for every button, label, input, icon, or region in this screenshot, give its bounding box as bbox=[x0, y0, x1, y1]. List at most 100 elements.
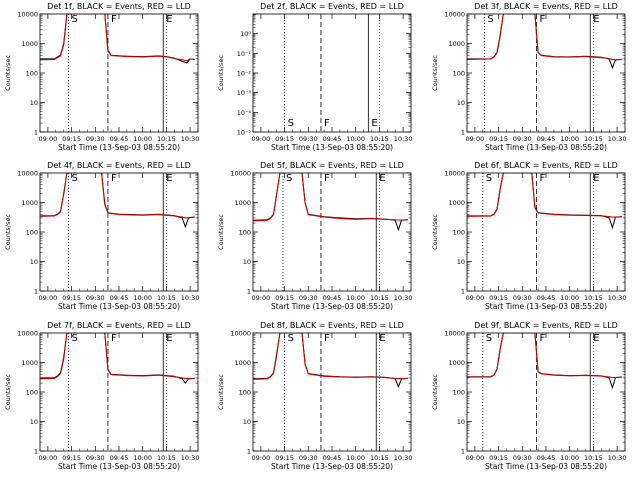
x-axis-label: Start Time (13-Sep-03 08:55:20) bbox=[58, 462, 180, 471]
y-tick-label: 1 bbox=[34, 129, 38, 137]
x-tick-label: 09:00 bbox=[466, 135, 485, 143]
marker-label: E bbox=[166, 14, 172, 25]
y-tick-label: 100 bbox=[239, 389, 251, 397]
x-tick-label: 10:30 bbox=[608, 294, 627, 302]
x-tick-label: 10:00 bbox=[133, 454, 152, 462]
x-tick-label: 09:30 bbox=[513, 135, 532, 143]
x-axis-label: Start Time (13-Sep-03 08:55:20) bbox=[485, 143, 607, 152]
x-axis-label: Start Time (13-Sep-03 08:55:20) bbox=[58, 143, 180, 152]
y-tick-label: 100 bbox=[453, 389, 465, 397]
x-tick-label: 09:45 bbox=[110, 454, 129, 462]
marker-label: S bbox=[71, 333, 77, 344]
x-tick-label: 10:00 bbox=[560, 454, 579, 462]
marker-label: F bbox=[111, 333, 117, 344]
y-tick-label: 1000 bbox=[448, 359, 465, 367]
x-tick-label: 09:15 bbox=[489, 454, 508, 462]
x-tick-label: 09:15 bbox=[62, 135, 81, 143]
y-tick-label: 10⁰ bbox=[240, 30, 251, 38]
panel-title: Det 2f, BLACK = Events, RED = LLD bbox=[260, 2, 404, 11]
y-tick-label: 10000 bbox=[230, 330, 251, 338]
plot-frame bbox=[39, 13, 199, 133]
x-tick-label: 10:15 bbox=[157, 135, 176, 143]
x-tick-label: 09:00 bbox=[252, 135, 271, 143]
marker-label: F bbox=[540, 173, 546, 184]
y-tick-label: 10⁻¹ bbox=[237, 50, 252, 58]
x-tick-label: 09:45 bbox=[323, 294, 342, 302]
x-tick-label: 10:00 bbox=[346, 454, 365, 462]
y-tick-label: 10 bbox=[30, 418, 38, 426]
y-tick-label: 100 bbox=[26, 229, 38, 237]
x-tick-label: 09:00 bbox=[39, 135, 58, 143]
y-tick-label: 1000 bbox=[448, 199, 465, 207]
y-tick-label: 10 bbox=[457, 418, 465, 426]
lld-series-line bbox=[40, 173, 195, 219]
x-axis-label: Start Time (13-Sep-03 08:55:20) bbox=[58, 302, 180, 311]
y-tick-label: 10 bbox=[457, 99, 465, 107]
y-tick-label: 1 bbox=[461, 288, 465, 296]
marker-label: S bbox=[288, 333, 294, 344]
x-tick-label: 09:45 bbox=[537, 135, 556, 143]
plot-frame bbox=[466, 332, 626, 452]
y-axis-label: Counts/sec bbox=[431, 374, 439, 410]
x-tick-label: 09:15 bbox=[62, 294, 81, 302]
y-tick-label: 100 bbox=[453, 229, 465, 237]
panel-det-8: Det 8f, BLACK = Events, RED = LLD Counts/… bbox=[217, 321, 412, 471]
marker-label: S bbox=[288, 118, 294, 129]
panel-title: Det 9f, BLACK = Events, RED = LLD bbox=[474, 321, 618, 330]
y-tick-label: 1000 bbox=[448, 40, 465, 48]
x-tick-label: 09:45 bbox=[323, 135, 342, 143]
panel-det-7: Det 7f, BLACK = Events, RED = LLD Counts/… bbox=[4, 321, 199, 471]
x-tick-label: 09:00 bbox=[466, 454, 485, 462]
x-axis-label: Start Time (13-Sep-03 08:55:20) bbox=[485, 462, 607, 471]
y-tick-label: 100 bbox=[239, 229, 251, 237]
y-tick-label: 10⁻⁵ bbox=[237, 129, 252, 137]
lld-series-line bbox=[467, 14, 622, 61]
x-tick-label: 09:30 bbox=[86, 294, 105, 302]
y-axis-label: Counts/sec bbox=[431, 214, 439, 250]
y-tick-label: 100 bbox=[26, 70, 38, 78]
marker-label: F bbox=[111, 173, 117, 184]
marker-label: S bbox=[71, 173, 77, 184]
plot-frame bbox=[466, 13, 626, 133]
x-axis-label: Start Time (13-Sep-03 08:55:20) bbox=[271, 462, 393, 471]
x-tick-label: 09:30 bbox=[86, 135, 105, 143]
y-tick-label: 10000 bbox=[444, 170, 465, 178]
x-tick-label: 10:30 bbox=[394, 454, 413, 462]
x-tick-label: 09:15 bbox=[489, 294, 508, 302]
y-tick-label: 10 bbox=[243, 418, 251, 426]
x-tick-label: 09:45 bbox=[110, 135, 129, 143]
y-tick-label: 1 bbox=[461, 448, 465, 456]
lld-series-line bbox=[253, 333, 408, 380]
x-tick-label: 09:15 bbox=[62, 454, 81, 462]
marker-label: S bbox=[486, 173, 492, 184]
marker-label: E bbox=[593, 333, 599, 344]
x-tick-label: 10:30 bbox=[181, 294, 200, 302]
y-tick-label: 1000 bbox=[234, 199, 251, 207]
marker-label: E bbox=[379, 333, 385, 344]
marker-label: E bbox=[166, 333, 172, 344]
y-tick-label: 10000 bbox=[230, 170, 251, 178]
x-tick-label: 10:00 bbox=[133, 294, 152, 302]
plot-frame bbox=[466, 172, 626, 292]
x-tick-label: 10:15 bbox=[584, 454, 603, 462]
x-tick-label: 09:00 bbox=[39, 454, 58, 462]
marker-label: E bbox=[371, 118, 377, 129]
x-tick-label: 10:30 bbox=[181, 454, 200, 462]
y-tick-label: 10⁻³ bbox=[237, 89, 252, 97]
y-tick-label: 10⁻⁴ bbox=[237, 109, 252, 117]
x-tick-label: 09:15 bbox=[489, 135, 508, 143]
marker-label: F bbox=[324, 118, 330, 129]
y-tick-label: 10000 bbox=[444, 330, 465, 338]
y-tick-label: 1000 bbox=[21, 359, 38, 367]
marker-label: F bbox=[324, 173, 330, 184]
y-tick-label: 10000 bbox=[17, 330, 38, 338]
marker-label: E bbox=[166, 173, 172, 184]
y-tick-label: 1000 bbox=[21, 40, 38, 48]
x-tick-label: 10:30 bbox=[394, 294, 413, 302]
y-tick-label: 1 bbox=[34, 448, 38, 456]
y-tick-label: 100 bbox=[453, 70, 465, 78]
marker-label: F bbox=[324, 333, 330, 344]
y-tick-label: 10 bbox=[457, 258, 465, 266]
lld-series-line bbox=[467, 333, 622, 379]
